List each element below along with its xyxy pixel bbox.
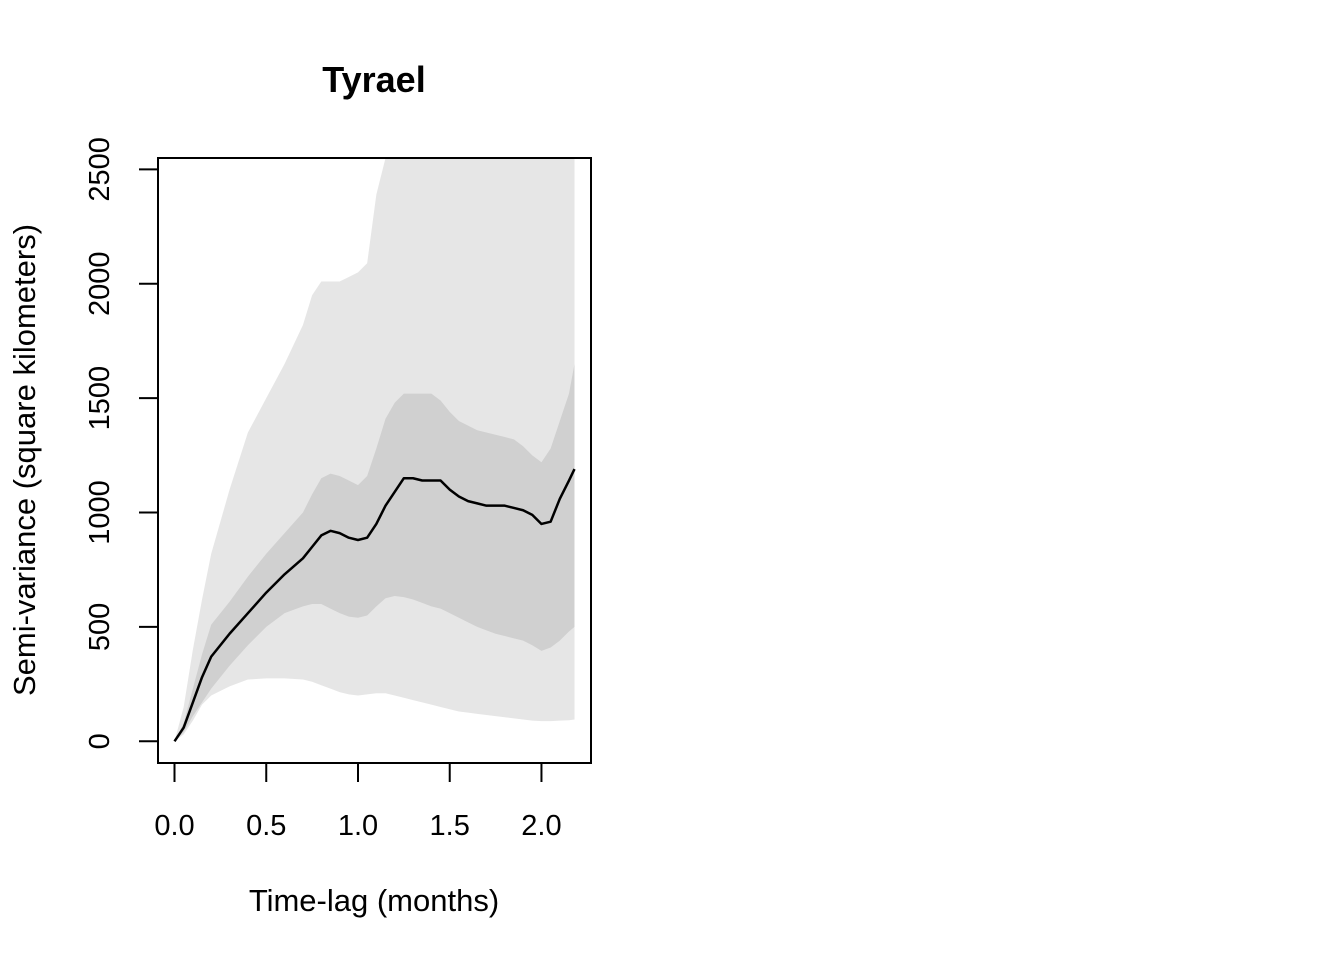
y-tick-label: 1500 bbox=[84, 366, 116, 431]
inner-confidence-band bbox=[174, 363, 575, 742]
x-tick-label: 0.5 bbox=[246, 810, 286, 842]
y-tick-label: 500 bbox=[84, 603, 116, 651]
chart-title: Tyrael bbox=[322, 59, 425, 100]
semi-variance-line bbox=[173, 468, 576, 742]
y-axis-label: Semi-variance (square kilometers) bbox=[7, 224, 42, 696]
y-axis: 0 500 1000 1500 2000 2500 bbox=[84, 137, 159, 749]
x-tick-label: 1.0 bbox=[338, 810, 378, 842]
x-tick-label: 0.0 bbox=[154, 810, 194, 842]
y-tick-label: 2000 bbox=[84, 252, 116, 317]
y-tick-label: 2500 bbox=[84, 137, 116, 202]
x-axis-label: Time-lag (months) bbox=[249, 883, 499, 918]
x-tick-label: 2.0 bbox=[521, 810, 561, 842]
y-tick-label: 0 bbox=[84, 733, 116, 749]
y-tick-label: 1000 bbox=[84, 480, 116, 545]
x-axis: 0.0 0.5 1.0 1.5 2.0 bbox=[154, 762, 562, 842]
x-tick-label: 1.5 bbox=[430, 810, 470, 842]
